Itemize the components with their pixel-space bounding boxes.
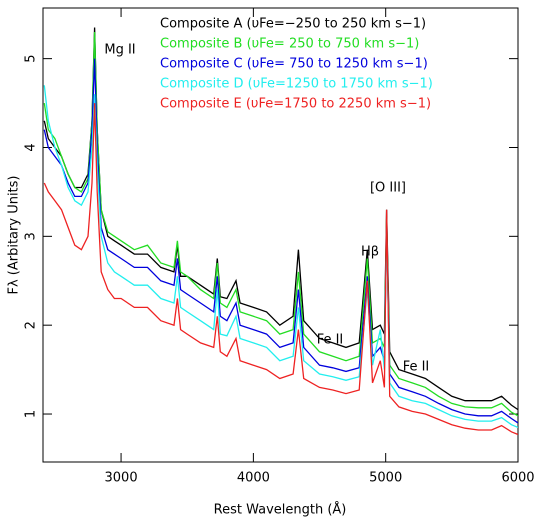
annotation: Hβ [361,245,379,260]
plot-frame [42,7,519,463]
y-tick-label: 5 [24,55,39,63]
x-tick-label: 4000 [237,471,270,486]
legend-entry: Composite D (υFe=1250 to 1750 km s−1) [160,77,433,92]
annotation: Fe II [317,333,344,348]
annotation: Fe II [403,360,430,375]
spectrum-line [43,58,518,424]
spectrum-line [43,31,518,417]
x-tick-label: 5000 [369,471,402,486]
spectrum-line [43,103,518,436]
legend-entry: Composite A (υFe=−250 to 250 km s−1) [160,17,426,32]
annotation: [O III] [370,181,406,196]
y-tick-label: 4 [24,143,39,151]
y-axis-label: Fλ (Arbitary Units) [7,175,22,294]
legend-entry: Composite C (υFe= 750 to 1250 km s−1) [160,57,428,72]
legend-entry: Composite B (υFe= 250 to 750 km s−1) [160,37,419,52]
x-tick-label: 6000 [501,471,534,486]
x-axis-label: Rest Wavelength (Å) [214,502,347,518]
x-tick-label: 3000 [105,471,138,486]
y-tick-label: 1 [24,410,39,418]
y-tick-label: 3 [24,232,39,240]
legend-entry: Composite E (υFe=1750 to 2250 km s−1) [160,97,431,112]
spectrum-line [43,85,518,429]
y-tick-label: 2 [24,321,39,329]
annotation: Mg II [104,43,135,58]
